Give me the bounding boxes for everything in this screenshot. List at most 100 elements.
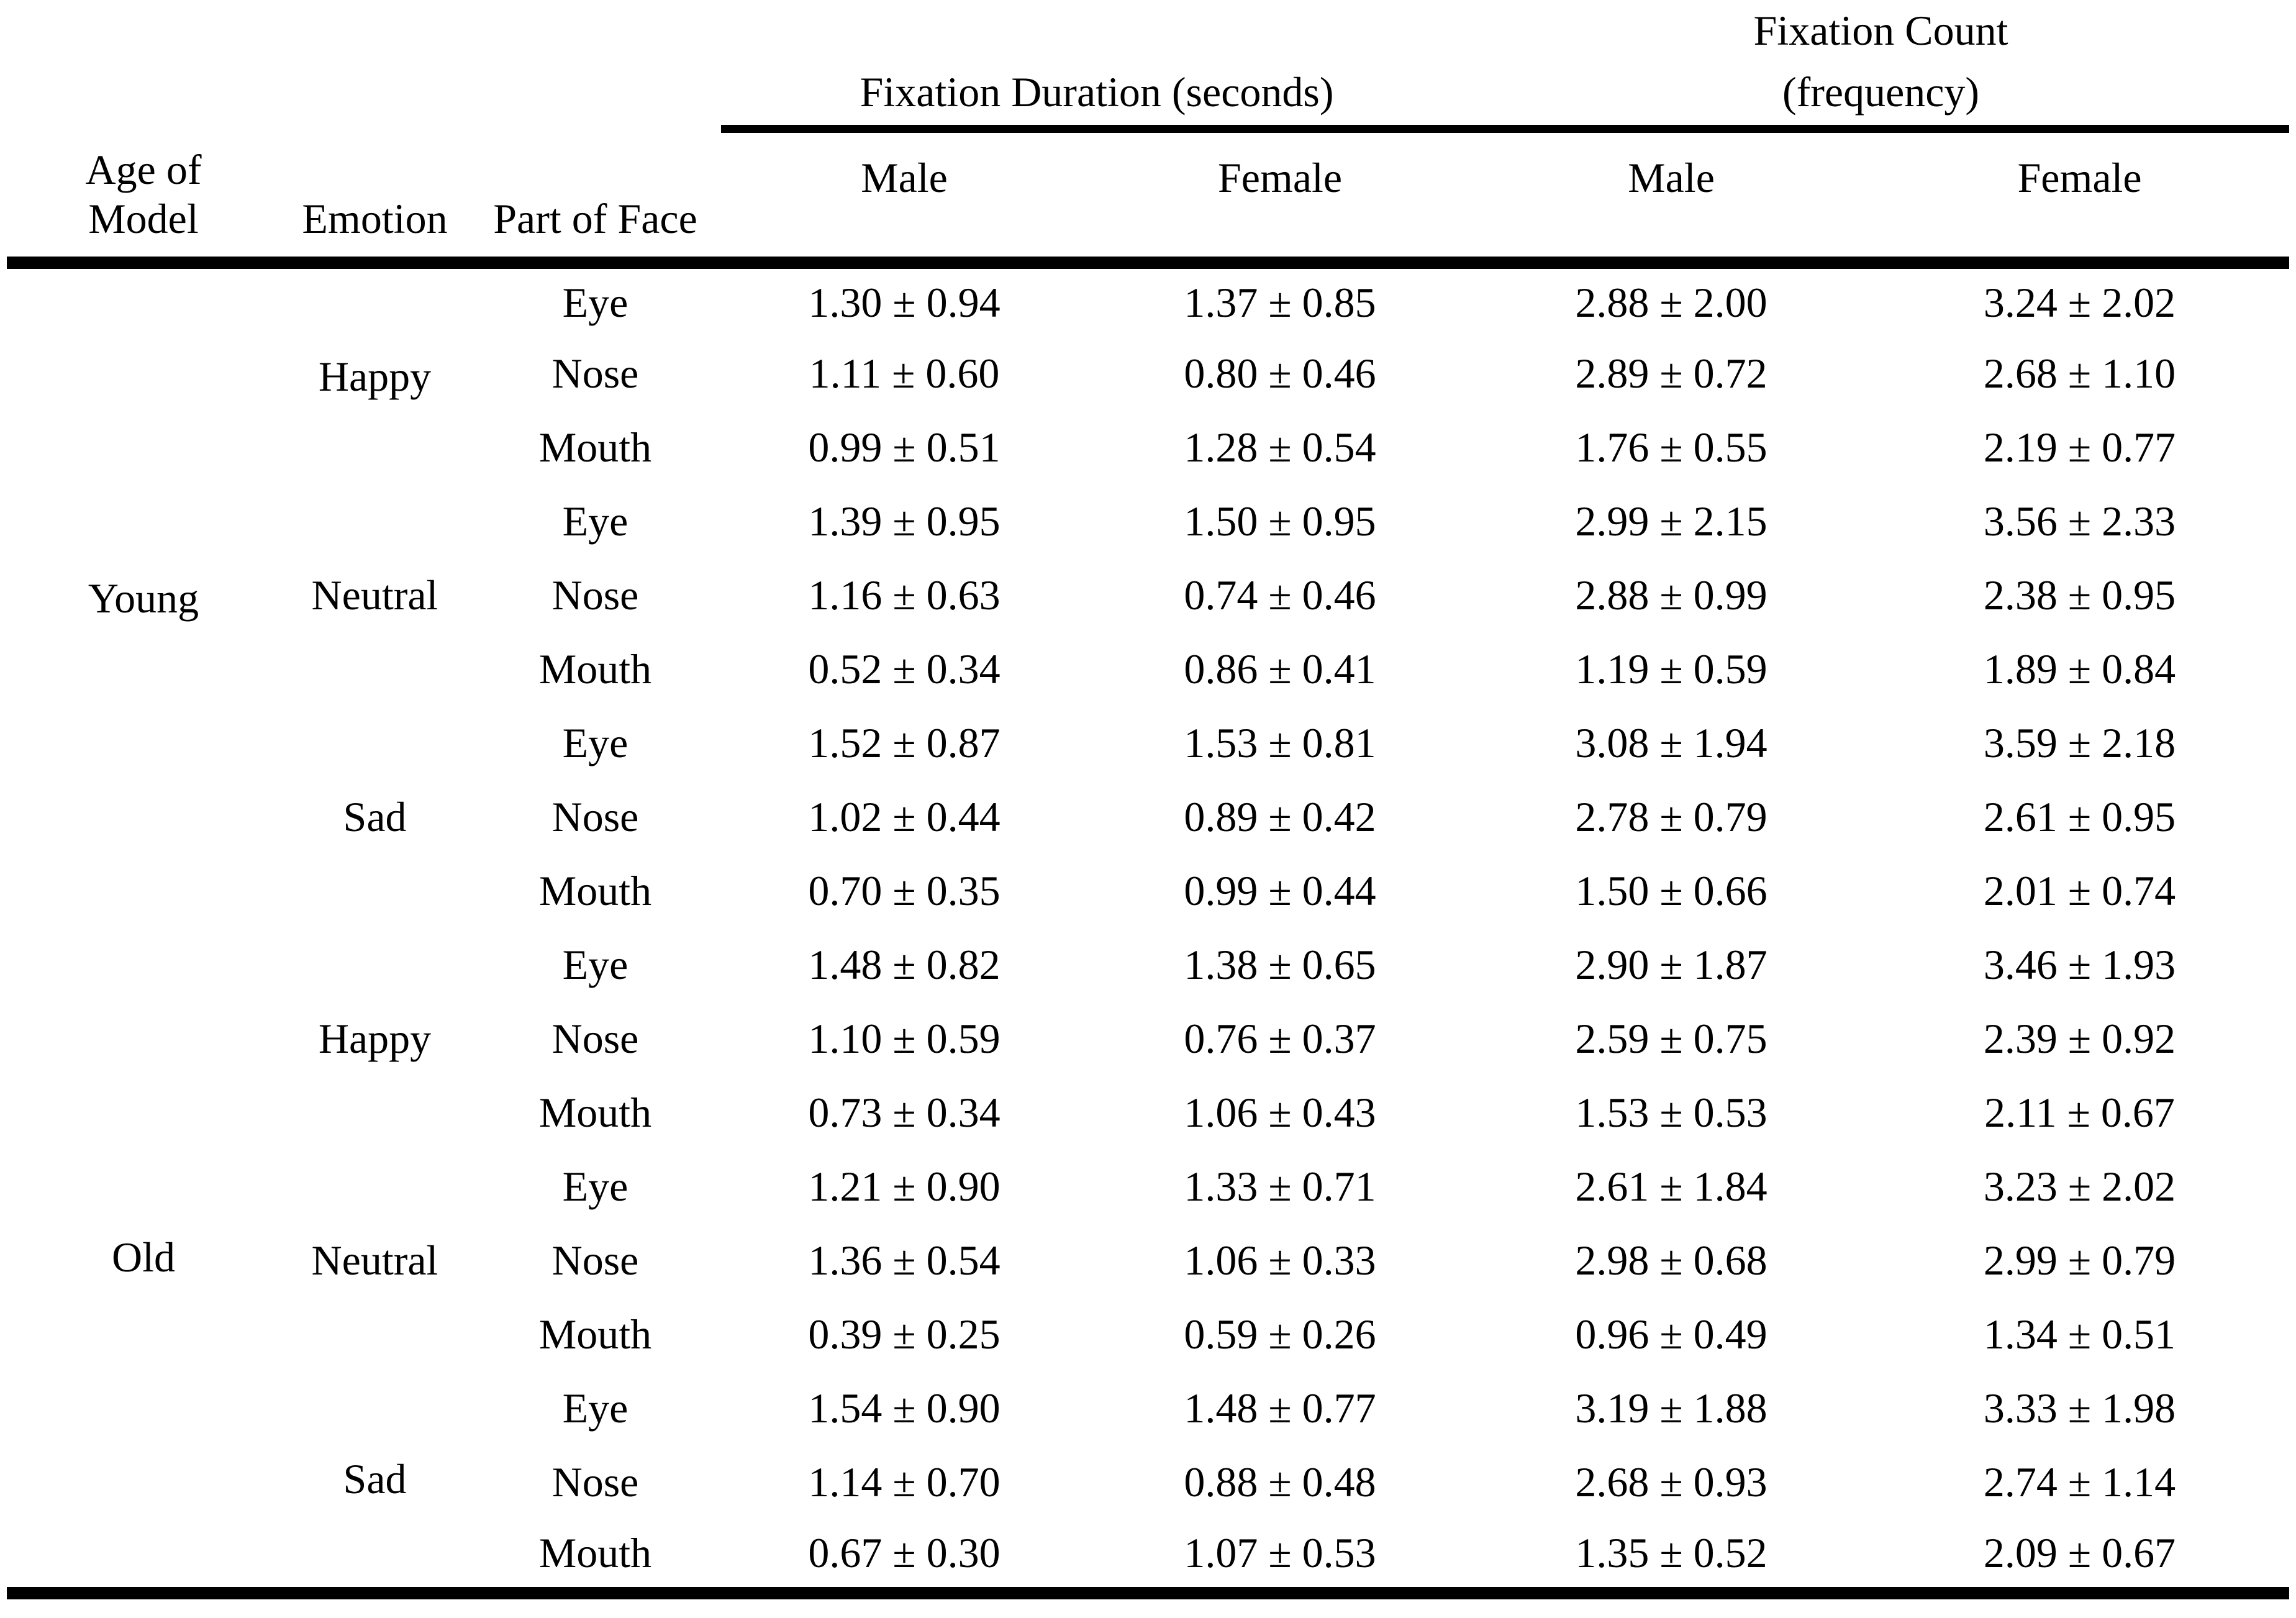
value-cell: 1.35 ± 0.52 <box>1575 1529 1767 1577</box>
value-cell: 0.67 ± 0.30 <box>808 1529 1001 1577</box>
value-cell: 2.39 ± 0.92 <box>1983 1015 2176 1063</box>
part-of-face-cell: Mouth <box>538 424 652 471</box>
value-cell: 2.90 ± 1.87 <box>1575 941 1767 989</box>
value-cell: 0.52 ± 0.34 <box>808 645 1001 693</box>
value-cell: 3.23 ± 2.02 <box>1983 1163 2176 1211</box>
value-cell: 0.70 ± 0.35 <box>808 867 1001 915</box>
part-of-face-cell: Nose <box>551 350 639 398</box>
table-row: Nose 1.10 ± 0.59 0.76 ± 0.37 2.59 ± 0.75 2.3… <box>7 1002 2289 1076</box>
part-of-face-cell: Eye <box>562 1163 628 1211</box>
value-cell: 2.09 ± 0.67 <box>1983 1529 2176 1577</box>
value-cell: 2.98 ± 0.68 <box>1575 1237 1767 1284</box>
age-cell: Old <box>112 1234 175 1281</box>
group-header-row: Age of Model Emotion Part of Face Fixati… <box>7 0 2290 269</box>
emotion-cell: Sad <box>343 1455 407 1503</box>
part-of-face-cell: Mouth <box>538 1529 652 1577</box>
group-header-fixation-count: Fixation Count (frequency) <box>1472 0 2290 134</box>
column-header-duration-male: Male <box>721 129 1087 269</box>
value-cell: 0.88 ± 0.48 <box>1184 1458 1376 1506</box>
value-cell: 2.88 ± 2.00 <box>1575 279 1767 327</box>
value-cell: 1.76 ± 0.55 <box>1575 424 1767 471</box>
sub-header-row: Male Female Male Female <box>7 129 2290 269</box>
value-cell: 0.74 ± 0.46 <box>1184 571 1376 619</box>
part-of-face-cell: Eye <box>562 498 628 545</box>
value-cell: 2.89 ± 0.72 <box>1575 350 1767 398</box>
table-row: Mouth 0.52 ± 0.34 0.86 ± 0.41 1.19 ± 0.59 1.… <box>7 632 2289 706</box>
table-row: Neutral Eye 1.21 ± 0.90 1.33 ± 0.71 2.61 ± 1… <box>7 1150 2289 1281</box>
table-header: Age of Model Emotion Part of Face Fixati… <box>7 0 2290 269</box>
value-cell: 1.48 ± 0.77 <box>1184 1384 1376 1432</box>
part-of-face-cell: Eye <box>562 941 628 989</box>
value-cell: 1.54 ± 0.90 <box>808 1384 1001 1432</box>
emotion-cell: Happy <box>318 353 432 401</box>
column-header-count-female: Female <box>1870 129 2290 269</box>
value-cell: 0.89 ± 0.42 <box>1184 793 1376 841</box>
value-cell: 1.02 ± 0.44 <box>808 793 1001 841</box>
value-cell: 1.39 ± 0.95 <box>808 498 1001 545</box>
age-cell: Young <box>88 575 199 622</box>
part-of-face-cell: Mouth <box>538 1311 652 1358</box>
value-cell: 1.14 ± 0.70 <box>808 1458 1001 1506</box>
value-cell: 1.30 ± 0.94 <box>808 279 1001 327</box>
table-row: Nose 1.02 ± 0.44 0.89 ± 0.42 2.78 ± 0.79 2.6… <box>7 780 2289 854</box>
value-cell: 1.50 ± 0.66 <box>1575 867 1767 915</box>
value-cell: 3.08 ± 1.94 <box>1575 719 1767 767</box>
emotion-cell: Happy <box>318 1015 432 1063</box>
value-cell: 2.99 ± 0.79 <box>1983 1237 2176 1284</box>
value-cell: 3.46 ± 1.93 <box>1983 941 2176 989</box>
column-header-emotion: Emotion <box>280 0 470 269</box>
value-cell: 0.99 ± 0.51 <box>808 424 1001 471</box>
value-cell: 0.59 ± 0.26 <box>1184 1311 1376 1358</box>
value-cell: 1.37 ± 0.85 <box>1184 279 1376 327</box>
value-cell: 3.33 ± 1.98 <box>1983 1384 2176 1432</box>
table-row: Neutral Eye 1.39 ± 0.95 1.50 ± 0.95 2.99 ± 2… <box>7 484 2289 616</box>
part-of-face-cell: Nose <box>551 1015 639 1063</box>
value-cell: 2.68 ± 1.10 <box>1983 350 2176 398</box>
emotion-cell: Neutral <box>311 1237 438 1284</box>
table-row: Young Happy Eye 1.30 ± 0.94 1.37 ± 0.85 2.88 … <box>7 263 2289 619</box>
column-header-count-male: Male <box>1472 129 1871 269</box>
value-cell: 2.88 ± 0.99 <box>1575 571 1767 619</box>
table-body: Young Happy Eye 1.30 ± 0.94 1.37 ± 0.85 2.88 … <box>7 263 2289 1593</box>
value-cell: 1.33 ± 0.71 <box>1184 1163 1376 1211</box>
value-cell: 1.10 ± 0.59 <box>808 1015 1001 1063</box>
value-cell: 1.21 ± 0.90 <box>808 1163 1001 1211</box>
part-of-face-cell: Nose <box>551 1458 639 1506</box>
table-row: Nose 1.14 ± 0.70 0.88 ± 0.48 2.68 ± 0.93 2.7… <box>7 1445 2289 1519</box>
table-row: Nose 1.16 ± 0.63 0.74 ± 0.46 2.88 ± 0.99 2.3… <box>7 558 2289 632</box>
value-cell: 2.99 ± 2.15 <box>1575 498 1767 545</box>
value-cell: 2.59 ± 0.75 <box>1575 1015 1767 1063</box>
column-header-duration-female: Female <box>1087 129 1473 269</box>
value-cell: 1.50 ± 0.95 <box>1184 498 1376 545</box>
value-cell: 2.01 ± 0.74 <box>1983 867 2176 915</box>
value-cell: 1.28 ± 0.54 <box>1184 424 1376 471</box>
table-row: Old Happy Eye 1.48 ± 0.82 1.38 ± 0.65 2.90 ± … <box>7 928 2289 1278</box>
table-row: Nose 1.36 ± 0.54 1.06 ± 0.33 2.98 ± 0.68 2.9… <box>7 1224 2289 1298</box>
value-cell: 2.38 ± 0.95 <box>1983 571 2176 619</box>
value-cell: 2.68 ± 0.93 <box>1575 1458 1767 1506</box>
group-header-fixation-duration: Fixation Duration (seconds) <box>721 0 1473 134</box>
value-cell: 0.80 ± 0.46 <box>1184 350 1376 398</box>
value-cell: 1.38 ± 0.65 <box>1184 941 1376 989</box>
table-row: Nose 1.11 ± 0.60 0.80 ± 0.46 2.89 ± 0.72 2.6… <box>7 337 2289 411</box>
part-of-face-cell: Eye <box>562 279 628 327</box>
part-of-face-cell: Eye <box>562 1384 628 1432</box>
table-row: Mouth 0.99 ± 0.51 1.28 ± 0.54 1.76 ± 0.55 2.… <box>7 411 2289 484</box>
table-row: Mouth 0.67 ± 0.30 1.07 ± 0.53 1.35 ± 0.52 2.… <box>7 1519 2289 1593</box>
value-cell: 3.59 ± 2.18 <box>1983 719 2176 767</box>
value-cell: 1.89 ± 0.84 <box>1983 645 2176 693</box>
value-cell: 0.99 ± 0.44 <box>1184 867 1376 915</box>
value-cell: 2.61 ± 0.95 <box>1983 793 2176 841</box>
table-row: Sad Eye 1.54 ± 0.90 1.48 ± 0.77 3.19 ± 1.88 3… <box>7 1371 2289 1500</box>
value-cell: 1.36 ± 0.54 <box>808 1237 1001 1284</box>
value-cell: 0.76 ± 0.37 <box>1184 1015 1376 1063</box>
emotion-cell: Neutral <box>311 571 438 619</box>
table-row: Mouth 0.70 ± 0.35 0.99 ± 0.44 1.50 ± 0.66 2.… <box>7 854 2289 928</box>
value-cell: 2.11 ± 0.67 <box>1984 1089 2175 1137</box>
table-row: Mouth 0.73 ± 0.34 1.06 ± 0.43 1.53 ± 0.53 2.… <box>7 1076 2289 1150</box>
part-of-face-cell: Eye <box>562 719 628 767</box>
fixation-results-table: Age of Model Emotion Part of Face Fixati… <box>7 0 2290 1599</box>
value-cell: 2.74 ± 1.14 <box>1983 1458 2176 1506</box>
value-cell: 1.07 ± 0.53 <box>1184 1529 1376 1577</box>
